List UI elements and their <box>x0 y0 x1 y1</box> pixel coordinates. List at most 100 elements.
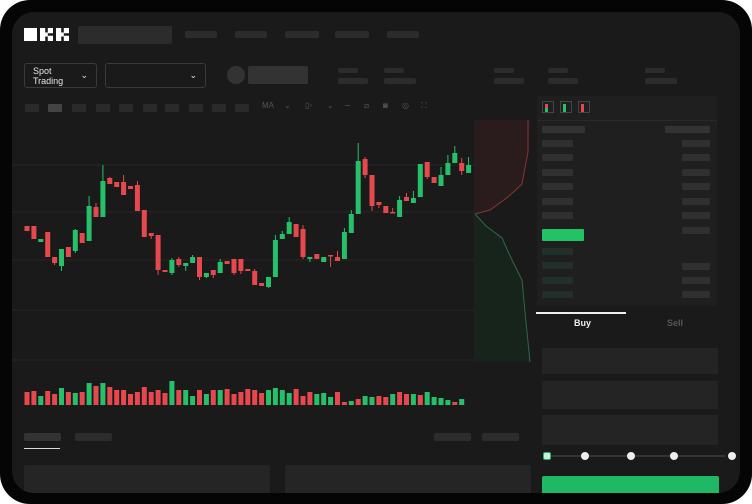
stat <box>645 78 677 84</box>
stat <box>494 78 524 84</box>
volume-bar <box>65 392 71 405</box>
fullscreen-icon[interactable]: ⛶ <box>421 101 427 110</box>
slider-mark-25[interactable] <box>581 452 589 460</box>
line-tool-icon[interactable]: ∼ <box>344 101 351 110</box>
stat <box>494 68 514 73</box>
candle <box>252 271 258 285</box>
candle <box>445 163 451 175</box>
volume-bar <box>410 394 416 405</box>
ask-amount <box>682 140 710 147</box>
timeframe-button[interactable] <box>119 104 133 112</box>
volume-bar <box>272 388 278 405</box>
candlestick-chart[interactable] <box>12 120 532 430</box>
orders-filter[interactable] <box>482 433 519 441</box>
amount-slider[interactable] <box>547 455 725 457</box>
sell-tab[interactable]: Sell <box>667 318 684 328</box>
bid-price <box>542 277 573 284</box>
volume-bar <box>93 386 99 405</box>
slider-mark-100[interactable] <box>728 452 736 460</box>
chevron-down-icon[interactable]: ⌄ <box>284 101 291 110</box>
volume-bar <box>121 390 127 405</box>
candle <box>452 153 458 163</box>
candle <box>114 182 120 187</box>
candle <box>279 234 285 239</box>
orderbook-view-both-icon[interactable] <box>542 101 554 113</box>
candle <box>128 186 133 189</box>
market-select-label: Spot Trading <box>33 65 64 86</box>
orders-tab-open[interactable] <box>24 433 61 441</box>
orderbook-view-bids-icon[interactable] <box>560 101 572 113</box>
slider-handle[interactable] <box>543 452 551 460</box>
ask-price <box>542 154 573 161</box>
volume-bar <box>217 390 223 405</box>
bid-price <box>542 291 573 298</box>
bid-price <box>542 248 573 255</box>
timeframe-button[interactable] <box>72 104 86 112</box>
volume-bar <box>203 394 209 405</box>
slider-mark-50[interactable] <box>627 452 635 460</box>
candle <box>286 222 292 234</box>
volume-bar <box>141 387 147 405</box>
nav-item[interactable] <box>235 31 267 38</box>
pair-price <box>248 66 308 84</box>
nav-item[interactable] <box>387 31 419 38</box>
market-select[interactable]: Spot Trading ⌄ <box>24 63 97 88</box>
bid-price <box>542 262 573 269</box>
nav-item[interactable] <box>185 31 217 38</box>
candle <box>24 226 30 231</box>
orders-tab-history[interactable] <box>75 433 112 441</box>
timeframe-button[interactable] <box>165 104 179 112</box>
camera-icon[interactable]: ◙ <box>383 101 388 110</box>
candle <box>410 198 416 203</box>
volume-bar <box>314 394 320 405</box>
candle <box>355 161 361 214</box>
ruler-icon[interactable]: ⧄ <box>364 101 370 110</box>
buy-button[interactable] <box>542 476 719 493</box>
timeframe-button[interactable] <box>189 104 203 112</box>
candle <box>155 235 161 270</box>
timeframe-button[interactable] <box>48 104 62 112</box>
search-bar[interactable] <box>78 26 172 44</box>
stat <box>384 68 404 73</box>
candle <box>369 175 375 206</box>
candle <box>431 177 437 183</box>
nav-item[interactable] <box>285 31 319 38</box>
volume-bar <box>390 394 396 405</box>
candle <box>376 202 382 205</box>
volume-bar <box>445 400 451 405</box>
coin-icon <box>227 66 245 84</box>
buy-tab[interactable]: Buy <box>574 318 592 328</box>
nav-item[interactable] <box>335 31 369 38</box>
candle <box>266 277 271 287</box>
settings-icon[interactable]: ◎ <box>402 101 409 110</box>
timeframe-button[interactable] <box>25 104 39 112</box>
volume-bar <box>238 392 244 405</box>
volume-bar <box>24 392 30 405</box>
volume-bar <box>162 393 168 405</box>
slider-mark-75[interactable] <box>670 452 678 460</box>
candle <box>134 185 140 211</box>
timeframe-button[interactable] <box>143 104 157 112</box>
price-input[interactable] <box>542 348 718 374</box>
volume-bar <box>328 397 334 405</box>
orderbook-view-asks-icon[interactable] <box>578 101 590 113</box>
volume-bar <box>72 393 78 405</box>
volume-bar <box>100 383 106 405</box>
amount-input[interactable] <box>542 381 718 409</box>
candle <box>245 269 251 271</box>
candle-type-icon[interactable]: ▯▫ <box>305 101 313 110</box>
timeframe-button[interactable] <box>235 104 249 112</box>
timeframe-button[interactable] <box>96 104 110 112</box>
candle <box>38 239 44 242</box>
stat <box>548 68 568 73</box>
timeframe-button[interactable] <box>212 104 226 112</box>
pair-select[interactable]: ⌄ <box>105 63 206 88</box>
volume-bar <box>183 390 189 405</box>
volume-bar <box>245 389 251 405</box>
chevron-down-icon[interactable]: ⌄ <box>327 101 334 110</box>
stat <box>548 78 578 84</box>
indicator-select[interactable]: MA <box>262 101 274 110</box>
candle <box>231 259 237 273</box>
total-input[interactable] <box>542 415 718 445</box>
orders-filter[interactable] <box>434 433 471 441</box>
